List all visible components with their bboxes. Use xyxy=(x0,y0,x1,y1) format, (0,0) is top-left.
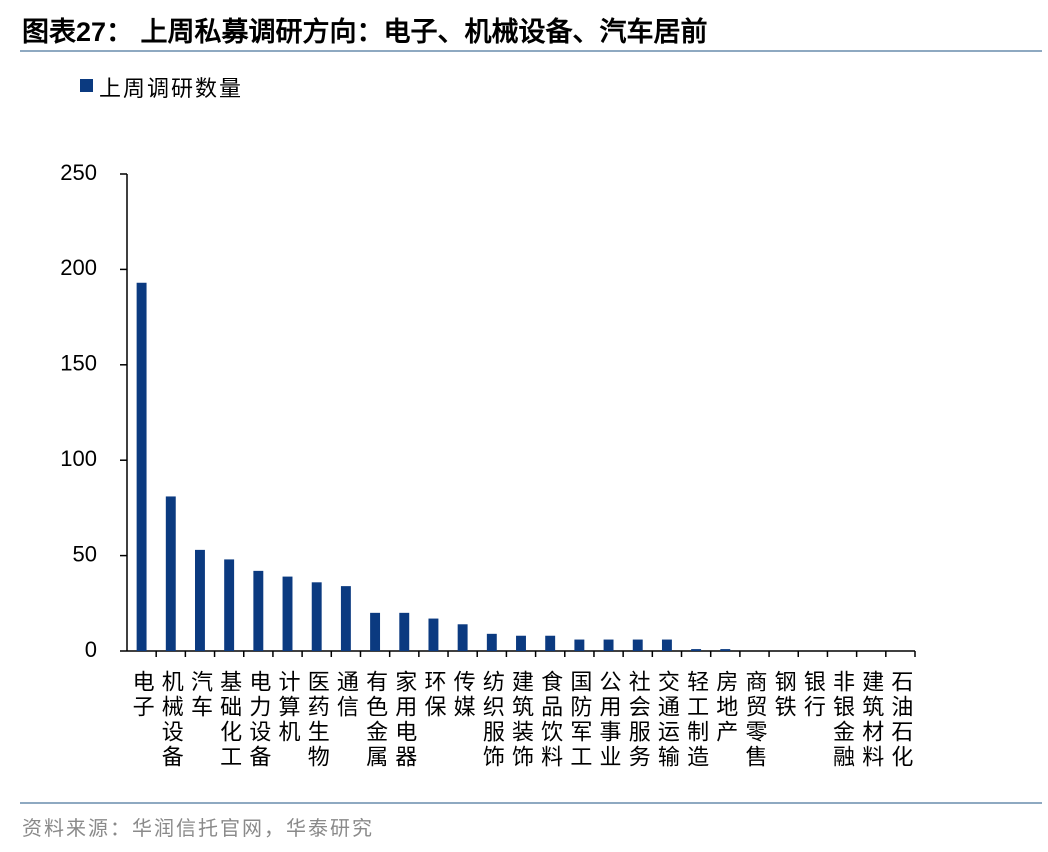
bar xyxy=(399,612,410,651)
x-tick-label: 环保 xyxy=(421,670,447,720)
bar xyxy=(603,639,614,651)
bar xyxy=(136,282,147,651)
x-tick-label: 轻工制造 xyxy=(684,670,710,770)
legend-swatch xyxy=(80,79,93,92)
bar xyxy=(691,649,702,651)
x-tick-label: 石油石化 xyxy=(888,670,914,770)
bar xyxy=(282,576,293,651)
x-tick-label: 机械设备 xyxy=(158,670,184,770)
x-tick-label: 钢铁 xyxy=(771,670,797,720)
x-tick-label: 家用电器 xyxy=(392,670,418,770)
x-tick-label: 交通运输 xyxy=(654,670,680,770)
bar xyxy=(720,649,731,651)
x-tick-label: 基础化工 xyxy=(217,670,243,770)
bar xyxy=(661,639,672,651)
bar xyxy=(486,633,497,651)
y-tick-label: 100 xyxy=(60,446,97,471)
y-tick-label: 0 xyxy=(85,637,97,662)
bar xyxy=(224,559,235,651)
bar xyxy=(574,639,585,651)
source-rule xyxy=(20,802,1042,804)
x-tick-label: 国防军工 xyxy=(567,670,593,770)
bar xyxy=(165,496,176,651)
bar xyxy=(632,639,643,651)
chart-title: 图表27： 上周私募调研方向：电子、机械设备、汽车居前 xyxy=(22,17,708,47)
bar xyxy=(516,635,526,651)
x-tick-label: 商贸零售 xyxy=(742,670,768,770)
bar xyxy=(253,570,264,651)
x-tick-label: 建筑材料 xyxy=(859,670,885,770)
bar xyxy=(340,586,351,651)
x-tick-label: 纺织服饰 xyxy=(479,670,505,770)
y-tick-label: 50 xyxy=(73,541,97,566)
x-tick-label: 传媒 xyxy=(450,670,476,720)
source-note: 资料来源：华润信托官网，华泰研究 xyxy=(22,818,374,840)
x-tick-label: 银行 xyxy=(800,670,826,720)
x-tick-label: 社会服务 xyxy=(625,670,651,770)
legend: 上周调研数量 xyxy=(80,70,249,108)
y-tick-label: 150 xyxy=(60,351,97,376)
y-tick-label: 250 xyxy=(60,160,97,185)
x-tick-label: 医药生物 xyxy=(304,670,330,770)
bar xyxy=(370,612,381,651)
x-tick-label: 电子 xyxy=(129,670,155,720)
bar xyxy=(545,635,556,651)
x-tick-label: 计算机 xyxy=(275,670,301,745)
bar xyxy=(428,618,439,651)
x-tick-label: 汽车 xyxy=(187,670,213,720)
x-tick-label: 公用事业 xyxy=(596,670,622,770)
x-tick-label: 房地产 xyxy=(713,670,739,745)
title-rule xyxy=(20,50,1042,52)
x-tick-label: 有色金属 xyxy=(363,670,389,770)
bar xyxy=(195,549,205,651)
x-tick-label: 通信 xyxy=(333,670,359,720)
bar xyxy=(457,624,468,651)
x-tick-label: 非银金融 xyxy=(830,670,856,770)
legend-label: 上周调研数量 xyxy=(99,76,244,101)
bar xyxy=(311,582,322,651)
x-tick-label: 建筑装饰 xyxy=(509,670,534,770)
x-tick-label: 食品饮料 xyxy=(538,670,564,770)
y-tick-label: 200 xyxy=(60,255,97,280)
x-tick-label: 电力设备 xyxy=(246,670,272,770)
